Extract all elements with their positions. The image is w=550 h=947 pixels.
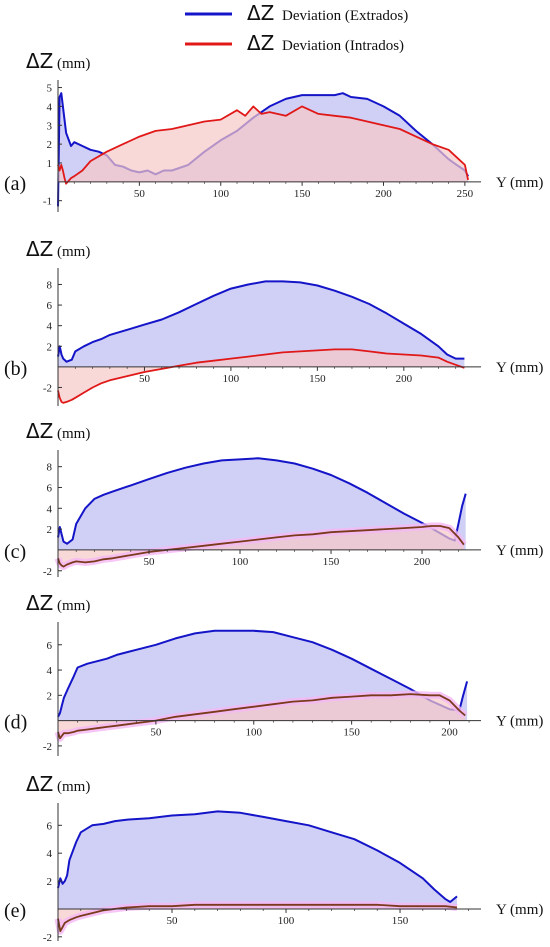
- x-tick-label-4: 100: [246, 727, 263, 739]
- y-axis-unit-1: (mm): [57, 56, 90, 72]
- y-tick-label-3: 6: [47, 482, 53, 494]
- y-axis-unit-4: (mm): [57, 598, 90, 614]
- y-tick-label-4: 4: [47, 665, 53, 677]
- y-axis-unit-5: (mm): [57, 779, 90, 795]
- y-tick-label-3: 8: [47, 462, 53, 474]
- panel-label-3: (c): [4, 541, 26, 563]
- x-tick-label-3: 150: [323, 556, 340, 568]
- y-tick-label-1: 5: [47, 83, 53, 95]
- x-tick-label-4: 150: [343, 727, 360, 739]
- legend-extrados-symbol: ΔZ: [247, 1, 274, 25]
- x-tick-label-3: 100: [232, 556, 249, 568]
- x-tick-label-1: 50: [134, 188, 146, 200]
- x-tick-label-1: 250: [457, 188, 474, 200]
- y-axis-label-4: ΔZ: [26, 591, 53, 615]
- chart-panel-3: 50 100 150 200 -2 2 4 6 8 ΔZ (mm) Y (mm) (c): [4, 419, 543, 578]
- x-tick-label-1: 150: [294, 188, 311, 200]
- x-axis-label-3: Y (mm): [496, 543, 543, 559]
- chart-panel-4: 50 100 150 200 -2 2 4 6 ΔZ (mm) Y (mm) (d): [4, 591, 543, 756]
- y-axis-unit-2: (mm): [57, 244, 90, 260]
- y-axis-label-3: ΔZ: [26, 419, 53, 443]
- intrados-line-1: [57, 105, 469, 185]
- y-tick-label-1: 1: [47, 158, 53, 170]
- panel-label-1: (a): [4, 173, 26, 195]
- x-tick-label-2: 200: [396, 373, 413, 385]
- panel-label-2: (b): [4, 358, 27, 380]
- chart-panel-1: 50 100 150 200 250 -1 1 2 3 4 5 ΔZ (mm) Y (mm) (a): [4, 49, 543, 212]
- x-tick-label-3: 200: [414, 556, 431, 568]
- x-tick-label-2: 150: [309, 373, 326, 385]
- y-tick-label-4: 6: [47, 640, 53, 652]
- x-tick-label-1: 100: [212, 188, 229, 200]
- y-tick-label-4: 2: [47, 690, 53, 702]
- legend: ΔZ Deviation (Extrados) ΔZ Deviation (In…: [185, 1, 408, 55]
- chart-panel-2: 50 100 150 200 -2 2 4 6 8 ΔZ (mm) Y (mm) (b): [4, 237, 543, 406]
- x-axis-label-1: Y (mm): [496, 175, 543, 191]
- extrados-line-4: [57, 629, 469, 718]
- y-tick-label-3: 4: [47, 503, 53, 515]
- y-tick-label-2: -2: [43, 382, 52, 394]
- y-tick-label-5: 4: [47, 848, 53, 860]
- intrados-area-1: [58, 106, 469, 184]
- extrados-area-5: [58, 811, 457, 909]
- y-tick-label-5: 6: [47, 820, 53, 832]
- intrados-area-3: [58, 526, 464, 567]
- x-tick-label-2: 100: [223, 373, 240, 385]
- x-tick-label-4: 50: [150, 727, 162, 739]
- intrados-line-4: [57, 693, 466, 740]
- y-tick-label-1: 3: [47, 120, 53, 132]
- x-tick-label-4: 200: [441, 727, 458, 739]
- chart-panel-5: 50 100 150 -2 2 4 6 ΔZ (mm) Y (mm) (e): [4, 772, 543, 944]
- y-tick-label-3: -2: [43, 566, 52, 578]
- x-tick-label-5: 150: [392, 915, 409, 927]
- x-tick-label-5: 50: [167, 915, 179, 927]
- intrados-line-3: [57, 525, 465, 568]
- y-axis-label-2: ΔZ: [26, 237, 53, 261]
- x-axis-label-4: Y (mm): [496, 714, 543, 730]
- panel-label-4: (d): [4, 712, 27, 734]
- y-axis-label-5: ΔZ: [26, 772, 53, 796]
- x-tick-label-1: 200: [375, 188, 392, 200]
- extrados-line-5: [57, 810, 458, 903]
- panel-label-5: (e): [4, 900, 26, 922]
- x-axis-label-2: Y (mm): [496, 360, 543, 376]
- extrados-area-2: [58, 281, 465, 367]
- y-tick-label-3: 2: [47, 524, 53, 536]
- legend-extrados-label: Deviation (Extrados): [282, 8, 408, 24]
- intrados-area-2: [58, 349, 465, 403]
- y-tick-label-1: 4: [47, 101, 53, 113]
- extrados-line-2: [57, 280, 465, 363]
- intrados-line-2: [57, 348, 465, 404]
- y-tick-label-2: 8: [47, 279, 53, 291]
- y-axis-label-1: ΔZ: [26, 49, 53, 73]
- x-tick-label-5: 100: [278, 915, 295, 927]
- y-tick-label-5: 2: [47, 876, 53, 888]
- y-tick-label-4: -2: [43, 741, 52, 753]
- intrados-line-5: [57, 903, 458, 933]
- x-tick-label-3: 50: [144, 556, 156, 568]
- legend-intrados-symbol: ΔZ: [247, 31, 274, 55]
- y-tick-label-5: -2: [43, 932, 52, 944]
- x-axis-label-5: Y (mm): [496, 902, 543, 918]
- y-axis-unit-3: (mm): [57, 426, 90, 442]
- y-tick-label-2: 2: [47, 341, 53, 353]
- y-tick-label-1: -1: [43, 196, 52, 208]
- x-tick-label-2: 50: [139, 373, 151, 385]
- y-tick-label-1: 2: [47, 139, 53, 151]
- legend-intrados-label: Deviation (Intrados): [282, 38, 404, 54]
- y-tick-label-2: 4: [47, 321, 53, 333]
- intrados-area-4: [58, 694, 466, 739]
- y-tick-label-2: 6: [47, 300, 53, 312]
